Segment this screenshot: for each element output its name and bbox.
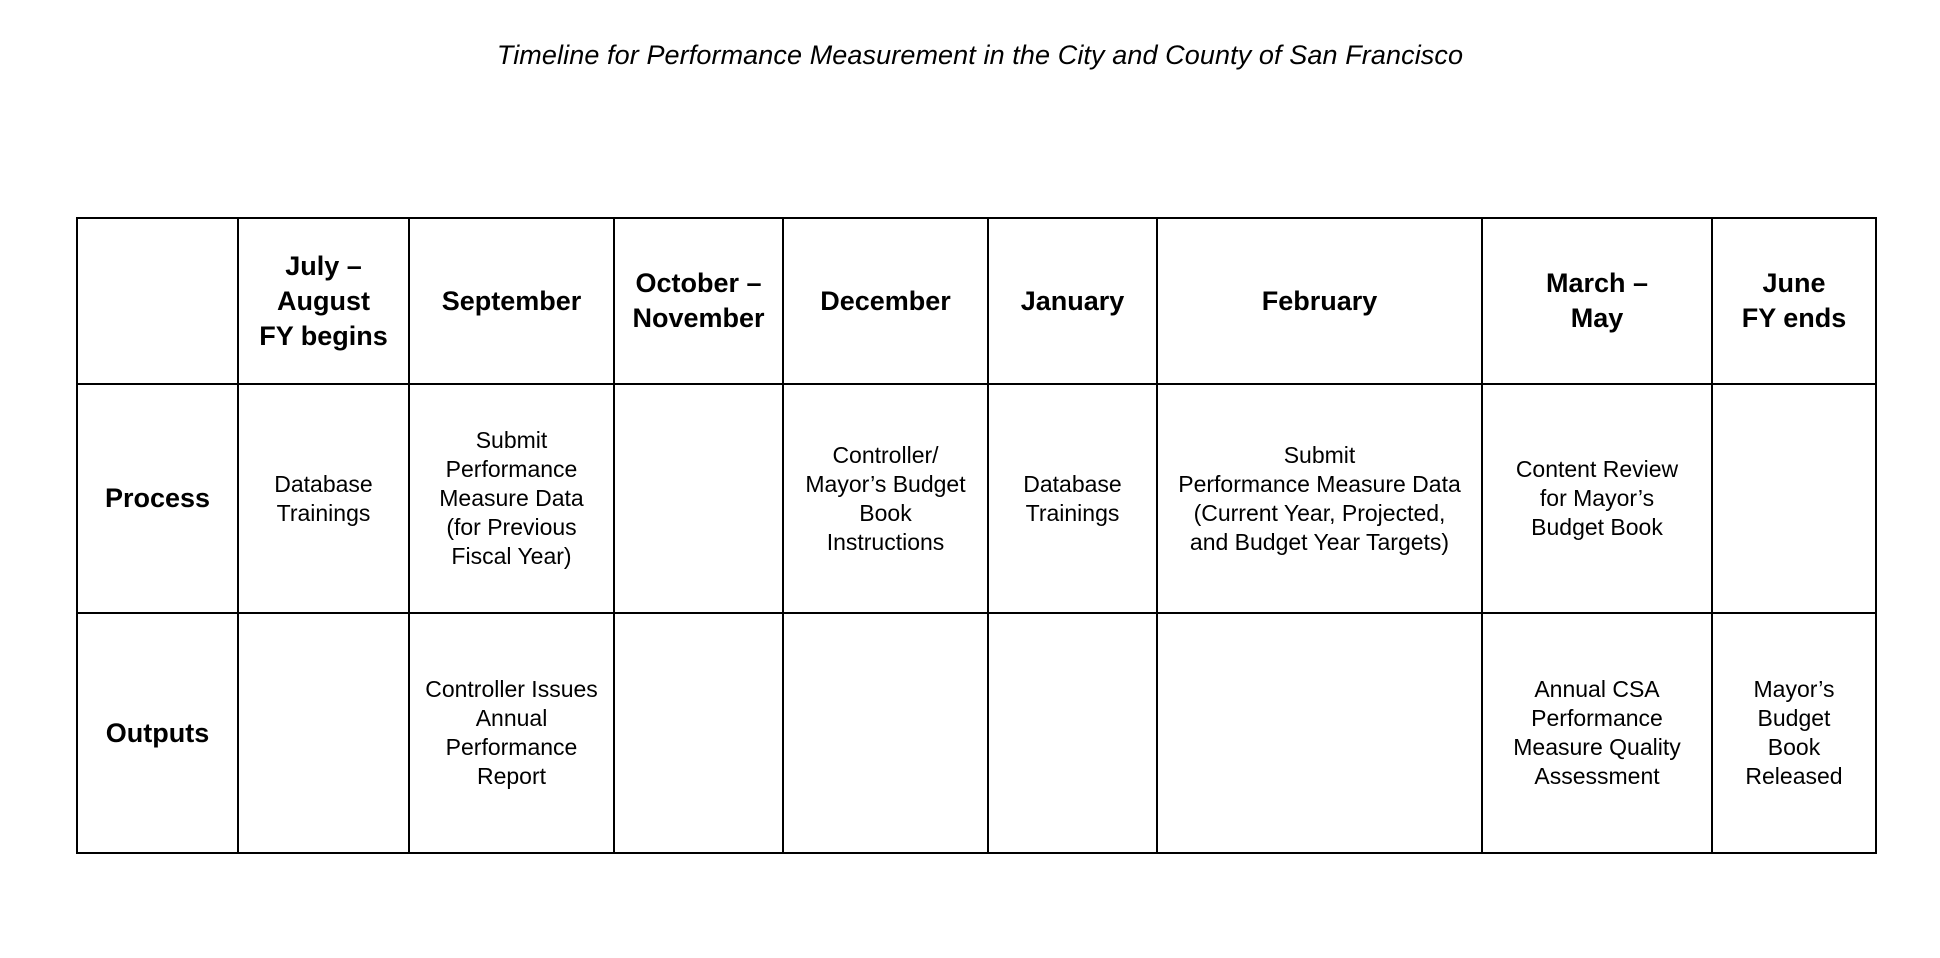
column-header-october-november: October – November — [613, 217, 784, 385]
process-cell-january: Database Trainings — [987, 383, 1158, 614]
outputs-cell-july-august — [237, 612, 410, 854]
outputs-cell-january — [987, 612, 1158, 854]
outputs-cell-october-november — [613, 612, 784, 854]
row-header-process: Process — [76, 383, 239, 614]
process-cell-june — [1711, 383, 1877, 614]
table-row-process: Process Database Trainings Submit Perfor… — [76, 383, 1877, 614]
column-header-september: September — [408, 217, 615, 385]
outputs-cell-march-may: Annual CSA Performance Measure Quality A… — [1481, 612, 1713, 854]
row-header-outputs: Outputs — [76, 612, 239, 854]
timeline-table: July – August FY begins September Octobe… — [76, 217, 1877, 854]
document-title: Timeline for Performance Measurement in … — [496, 40, 1464, 70]
outputs-cell-june: Mayor’s Budget Book Released — [1711, 612, 1877, 854]
corner-cell — [76, 217, 239, 385]
outputs-cell-february — [1156, 612, 1483, 854]
header-row: July – August FY begins September Octobe… — [76, 217, 1877, 385]
column-header-march-may: March – May — [1481, 217, 1713, 385]
process-cell-july-august: Database Trainings — [237, 383, 410, 614]
process-cell-march-may: Content Review for Mayor’s Budget Book — [1481, 383, 1713, 614]
outputs-cell-september: Controller Issues Annual Performance Rep… — [408, 612, 615, 854]
column-header-july-august: July – August FY begins — [237, 217, 410, 385]
column-header-december: December — [782, 217, 989, 385]
column-header-january: January — [987, 217, 1158, 385]
column-header-february: February — [1156, 217, 1483, 385]
outputs-cell-december — [782, 612, 989, 854]
process-cell-october-november — [613, 383, 784, 614]
process-cell-september: Submit Performance Measure Data (for Pre… — [408, 383, 615, 614]
column-header-june: June FY ends — [1711, 217, 1877, 385]
process-cell-december: Controller/ Mayor’s Budget Book Instruct… — [782, 383, 989, 614]
table-row-outputs: Outputs Controller Issues Annual Perform… — [76, 612, 1877, 854]
process-cell-february: Submit Performance Measure Data (Current… — [1156, 383, 1483, 614]
